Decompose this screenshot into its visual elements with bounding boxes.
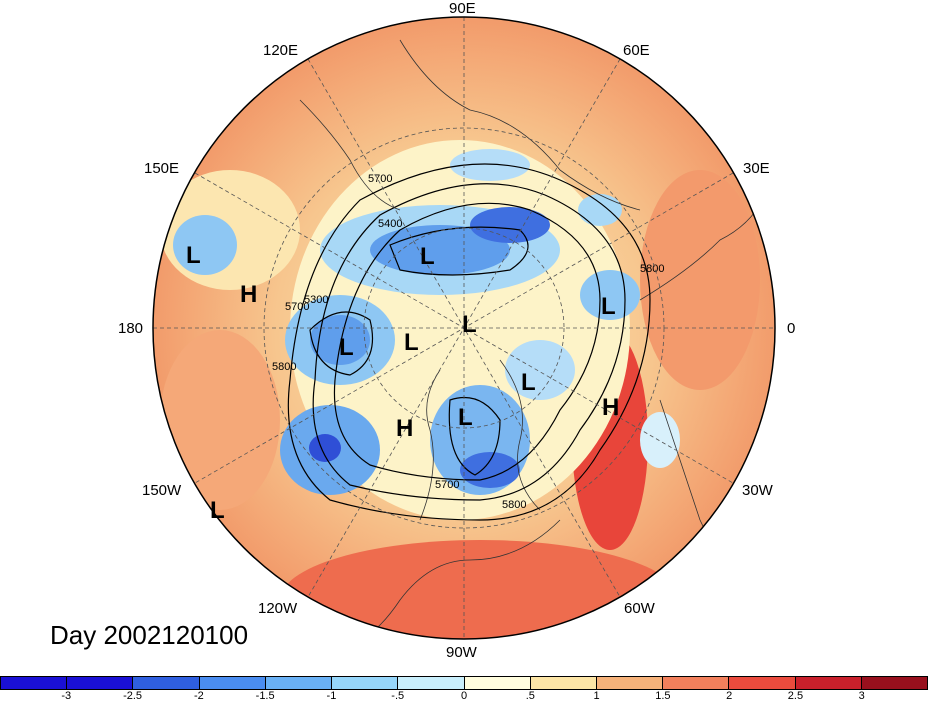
colorbar-segment (663, 677, 730, 689)
low-pressure-label: L (601, 293, 616, 320)
colorbar-segment (398, 677, 465, 689)
contour-label-5700-a: 5700 (368, 173, 392, 185)
colorbar-segment (332, 677, 399, 689)
colorbar-tick-label: -2.5 (123, 690, 143, 702)
high-pressure-label: H (396, 415, 413, 442)
colorbar-segment (464, 677, 531, 689)
colorbar-tick-label: -2 (193, 690, 204, 702)
height-contours (287, 163, 651, 521)
colorbar (0, 676, 928, 690)
colorbar-tick-label: -3 (61, 690, 72, 702)
colorbar-tick-labels: -3 -2.5 -2 -1.5 -1 -.5 0 .5 1 1.5 2 2.5 3 (0, 690, 928, 702)
lon-label-90w: 90W (446, 644, 477, 661)
colorbar-tick-label: 2 (726, 690, 733, 702)
low-pressure-label: L (462, 311, 477, 338)
colorbar-segment (795, 677, 862, 689)
colorbar-tick-label: -1 (326, 690, 337, 702)
lon-label-30e: 30E (743, 160, 770, 177)
colorbar-tick-label: .5 (525, 690, 535, 702)
lon-label-120w: 120W (258, 600, 298, 617)
contour-label-5400: 5400 (378, 218, 402, 230)
contour-label-5800-c: 5800 (502, 499, 526, 511)
colorbar-tick-label: 3 (858, 690, 865, 702)
contour-label-5800-b: 5800 (640, 263, 664, 275)
colorbar-segment (596, 677, 664, 689)
contour-label-5300: 5300 (304, 294, 328, 306)
contour-label-5800-a: 5800 (272, 361, 296, 373)
lon-label-150w: 150W (142, 482, 182, 499)
lon-label-180: 180 (118, 320, 144, 337)
colorbar-tick-label: 1 (593, 690, 600, 702)
colorbar-tick-label: -1.5 (255, 690, 275, 702)
contour-label-5700-b: 5700 (285, 301, 309, 313)
colorbar-tick-label: 0 (460, 690, 468, 702)
anomaly-field (153, 17, 775, 639)
lon-label-150e: 150E (144, 160, 180, 177)
lon-label-0: 0 (787, 320, 796, 337)
lon-label-90e: 90E (449, 0, 476, 17)
map-border (152, 16, 776, 640)
lon-label-30w: 30W (742, 482, 773, 499)
colorbar-segment (729, 677, 796, 689)
colorbar-segment (530, 677, 597, 689)
low-pressure-label: L (521, 369, 536, 396)
colorbar-segment (265, 677, 333, 689)
lon-label-60w: 60W (624, 600, 655, 617)
colorbar-tick-label: 2.5 (787, 690, 804, 702)
colorbar-segment (67, 677, 134, 689)
colorbar-tick-label: 1.5 (655, 690, 671, 702)
low-pressure-label: L (404, 329, 419, 356)
high-pressure-label: H (240, 281, 257, 308)
colorbar-segment (1, 677, 68, 689)
low-pressure-label: L (186, 242, 201, 269)
lon-label-120e: 120E (263, 42, 299, 59)
low-pressure-label: L (210, 497, 225, 524)
contour-label-5700-c: 5700 (435, 479, 459, 491)
colorbar-segment (199, 677, 266, 689)
colorbar-tick-label: -.5 (391, 690, 405, 702)
low-pressure-label: L (339, 334, 354, 361)
lon-label-60e: 60E (623, 42, 650, 59)
low-pressure-label: L (420, 243, 435, 270)
map-title: Day 2002120100 (50, 620, 249, 650)
colorbar-segment (861, 677, 928, 689)
high-pressure-label: H (602, 394, 619, 421)
low-pressure-label: L (458, 404, 473, 431)
colorbar-segment (133, 677, 200, 689)
graticule (153, 17, 775, 639)
